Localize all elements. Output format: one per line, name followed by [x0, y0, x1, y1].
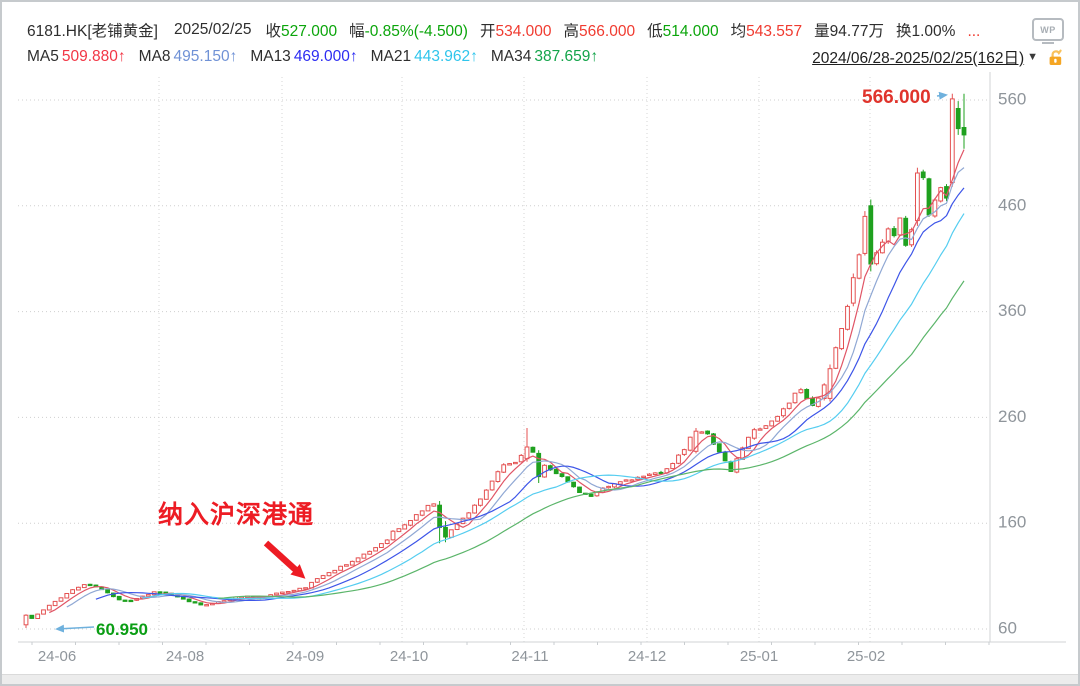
y-axis-tick-label: 60: [998, 618, 1017, 637]
high-arrow-icon: [936, 91, 948, 100]
ma-line-ma5: [49, 149, 965, 614]
quote-field-value: 527.000: [281, 22, 338, 40]
ma-label: MA21: [370, 48, 412, 65]
quote-date: 2025/02/25: [173, 20, 252, 38]
stock-symbol: 6181.HK[老铺黄金]: [27, 22, 158, 40]
annotation-period-low: 60.950: [96, 620, 148, 639]
x-axis-tick-label: 24-08: [166, 648, 204, 665]
ma-indicator-row: MA5 509.880↑ MA8 495.150↑ MA13 469.000↑ MA21 44…: [27, 46, 1064, 68]
wp-watermark-text: WP: [1040, 24, 1056, 35]
quote-field: 换1.00%: [896, 23, 955, 40]
ma-indicator: MA34 387.659↑: [491, 48, 598, 65]
quote-field-value: 514.000: [662, 22, 719, 40]
y-axis-tick-label: 360: [998, 301, 1026, 320]
x-axis-tick-label: 24-06: [38, 648, 76, 665]
ma-value: 495.150↑: [173, 48, 238, 65]
quote-field-label: 幅: [349, 22, 365, 40]
x-axis-tick-label: 25-02: [847, 648, 885, 665]
ma-line-ma13: [95, 187, 965, 602]
chevron-down-icon[interactable]: ▼: [1027, 51, 1038, 63]
ma-label: MA34: [490, 48, 532, 65]
quote-field-label: 均: [730, 22, 747, 40]
ma-indicator: MA8 495.150↑: [139, 48, 238, 65]
x-axis-tick-label: 24-12: [628, 648, 666, 665]
event-arrow-icon: [263, 540, 306, 579]
quote-field-label: 高: [563, 22, 580, 40]
x-axis-tick-label: 24-10: [390, 648, 428, 665]
quote-field-label: 换: [895, 22, 912, 40]
unlock-icon[interactable]: [1048, 49, 1064, 66]
quote-field: ...: [967, 23, 980, 40]
ma-value: 387.659↑: [534, 48, 599, 65]
quote-field: 幅-0.85%(-4.500): [349, 23, 468, 40]
ma-line-ma21: [142, 213, 965, 600]
y-axis-tick-label: 460: [998, 195, 1026, 214]
quote-fields: 收527.000 幅-0.85%(-4.500) 开534.000 高566.000 低…: [266, 19, 993, 41]
quote-field-value: ...: [967, 22, 981, 40]
y-axis-tick-label: 260: [998, 407, 1026, 426]
ma-indicator: MA5 509.880↑: [27, 48, 126, 65]
ma-line-ma34: [218, 280, 965, 599]
quote-field-value: 566.000: [579, 22, 636, 40]
ma-indicators: MA5 509.880↑ MA8 495.150↑ MA13 469.000↑ MA21 44…: [27, 48, 611, 66]
quote-field-label: 开: [479, 22, 496, 40]
date-range-selector[interactable]: 2024/06/28-2025/02/25(162日): [812, 50, 1025, 67]
quote-field-value: 543.557: [746, 22, 803, 40]
ma-label: MA8: [138, 48, 171, 65]
ma-value: 443.962↑: [414, 48, 478, 65]
quote-field: 均543.557: [731, 23, 803, 40]
ma-line-ma8: [66, 167, 965, 608]
quote-field: 收527.000: [266, 23, 338, 40]
annotation-event: 纳入沪深港通: [158, 500, 314, 529]
y-axis-tick-label: 160: [998, 513, 1026, 532]
x-axis-tick-label: 25-01: [740, 648, 778, 665]
quote-field-value: 1.00%: [911, 22, 956, 40]
x-axis-tick-label: 24-09: [286, 648, 324, 665]
y-axis-tick-label: 560: [998, 89, 1026, 108]
ma-value: 469.000↑: [293, 48, 358, 65]
bottom-scroll-strip[interactable]: [2, 674, 1078, 684]
x-axis-tick-label: 24-11: [511, 648, 548, 665]
ma-label: MA13: [250, 48, 291, 65]
quote-field: 开534.000: [480, 23, 552, 40]
quote-field-label: 收: [265, 22, 282, 40]
ma-indicator: MA13 469.000↑: [250, 48, 357, 65]
quote-field: 低514.000: [647, 23, 719, 40]
quote-field-label: 低: [647, 22, 663, 40]
quote-field-value: -0.85%(-4.500): [364, 22, 468, 40]
quote-field: 高566.000: [564, 23, 636, 40]
wp-watermark-icon: WP: [1032, 18, 1064, 44]
quote-field-label: 量: [814, 22, 830, 40]
ma-label: MA5: [27, 48, 59, 65]
quote-field-value: 94.77万: [829, 22, 884, 40]
ma-indicator: MA21 443.962↑: [371, 48, 478, 65]
quote-header-row: 6181.HK[老铺黄金] 2025/02/25 收527.000 幅-0.85%…: [27, 18, 1064, 44]
low-arrow-icon: [55, 624, 95, 633]
annotation-period-high: 566.000: [862, 87, 931, 108]
quote-field: 量94.77万: [814, 23, 884, 40]
quote-field-value: 534.000: [495, 22, 552, 40]
ma-value: 509.880↑: [61, 48, 126, 65]
